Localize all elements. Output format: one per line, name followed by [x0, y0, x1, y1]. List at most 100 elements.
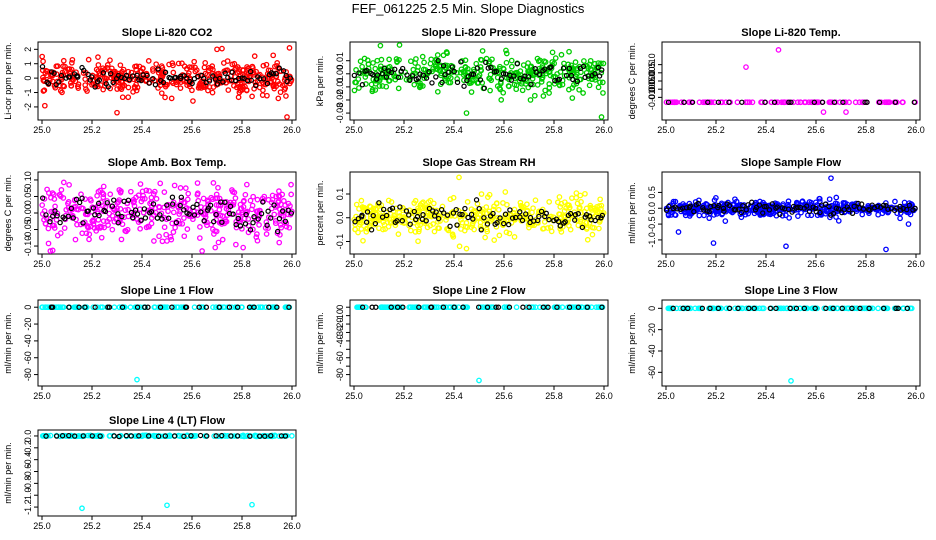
- data-point: [119, 94, 126, 101]
- data-point: [856, 99, 863, 106]
- data-point-black: [460, 304, 466, 310]
- data-point-black: [840, 99, 846, 105]
- outlier-point: [476, 377, 482, 384]
- data-point: [600, 90, 606, 96]
- data-point: [806, 199, 813, 205]
- y-tick-label: -0.6: [23, 464, 33, 480]
- data-point-black: [548, 64, 554, 70]
- data-point-black: [787, 305, 793, 312]
- x-tick-label: 25.8: [857, 125, 875, 135]
- data-point-black: [270, 71, 277, 77]
- x-tick-label: 25.2: [707, 125, 725, 135]
- data-point-black: [243, 211, 249, 218]
- x-tick-label: 25.6: [807, 259, 825, 269]
- data-point-black: [235, 215, 241, 222]
- data-point-black: [528, 81, 534, 87]
- data-point-black: [403, 208, 410, 214]
- data-point: [256, 222, 262, 228]
- data-point-black: [219, 432, 225, 439]
- data-point: [215, 239, 222, 246]
- data-point-black: [732, 207, 739, 213]
- data-point-black: [849, 305, 855, 312]
- data-point-black: [756, 202, 763, 208]
- data-point: [379, 304, 386, 311]
- data-point-black: [459, 211, 465, 218]
- x-tick-label: 25.4: [133, 125, 151, 135]
- data-point: [54, 63, 61, 69]
- data-point-black: [462, 205, 468, 212]
- outlier-point: [743, 64, 749, 70]
- y-tick-label: -10: [335, 309, 345, 322]
- data-point: [546, 84, 553, 91]
- data-point: [813, 199, 819, 206]
- data-point-black: [592, 217, 598, 224]
- data-point: [85, 224, 92, 231]
- data-point: [539, 74, 546, 81]
- data-point: [500, 200, 506, 206]
- data-point: [287, 203, 293, 209]
- data-point-black: [283, 72, 289, 79]
- data-point-black: [465, 214, 471, 221]
- data-point: [458, 226, 464, 232]
- data-point-black: [454, 79, 461, 86]
- data-point-black: [57, 219, 63, 226]
- data-point: [357, 304, 363, 311]
- data-point-black: [860, 206, 867, 212]
- data-point-black: [191, 212, 198, 218]
- data-point: [150, 68, 156, 74]
- data-point-black: [68, 205, 75, 212]
- data-point: [468, 206, 475, 213]
- data-point-black: [155, 66, 161, 72]
- data-point: [508, 57, 515, 64]
- data-point-black: [186, 211, 192, 217]
- data-point: [440, 52, 447, 59]
- data-point-black: [47, 218, 53, 225]
- data-point: [437, 67, 444, 74]
- data-point: [732, 196, 738, 203]
- panel-title: Slope Sample Flow: [741, 157, 842, 169]
- data-point: [257, 304, 264, 311]
- data-point: [259, 92, 266, 98]
- data-point: [498, 97, 505, 103]
- data-point: [218, 221, 225, 227]
- data-point-black: [435, 215, 442, 222]
- data-point: [869, 305, 876, 312]
- data-point-black: [735, 305, 741, 312]
- data-point-black: [80, 220, 86, 226]
- x-tick-label: 25.8: [545, 125, 563, 135]
- data-point: [252, 79, 259, 86]
- data-point: [756, 305, 763, 312]
- data-point: [801, 99, 808, 106]
- data-point-black: [239, 75, 245, 81]
- data-point: [275, 192, 282, 199]
- data-point: [753, 305, 760, 312]
- x-tick-label: 25.4: [445, 391, 463, 401]
- data-point: [576, 205, 583, 212]
- x-tick-label: 25.6: [807, 125, 825, 135]
- data-point-black: [253, 82, 259, 89]
- data-point-black: [392, 66, 398, 72]
- data-point: [39, 53, 46, 60]
- data-point: [217, 201, 224, 208]
- data-point: [376, 225, 382, 232]
- data-point: [462, 57, 469, 64]
- data-point: [552, 55, 559, 61]
- data-point-black: [596, 73, 603, 79]
- data-point-black: [286, 304, 292, 310]
- data-point-black: [493, 68, 500, 75]
- data-point: [270, 83, 277, 90]
- data-point-black: [726, 305, 733, 312]
- data-point: [135, 192, 142, 199]
- data-point-black: [484, 221, 491, 227]
- data-point: [412, 229, 419, 235]
- data-point: [249, 93, 255, 100]
- data-point: [276, 81, 283, 87]
- data-point: [39, 202, 46, 208]
- data-point-black: [190, 204, 196, 210]
- data-point: [45, 225, 52, 232]
- panel-title: Slope Amb. Box Temp.: [108, 157, 227, 169]
- data-point: [263, 219, 270, 225]
- data-point: [240, 244, 247, 251]
- data-point-black: [716, 202, 722, 209]
- data-point-black: [227, 203, 234, 210]
